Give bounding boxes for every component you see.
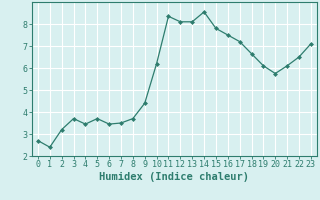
X-axis label: Humidex (Indice chaleur): Humidex (Indice chaleur) <box>100 172 249 182</box>
